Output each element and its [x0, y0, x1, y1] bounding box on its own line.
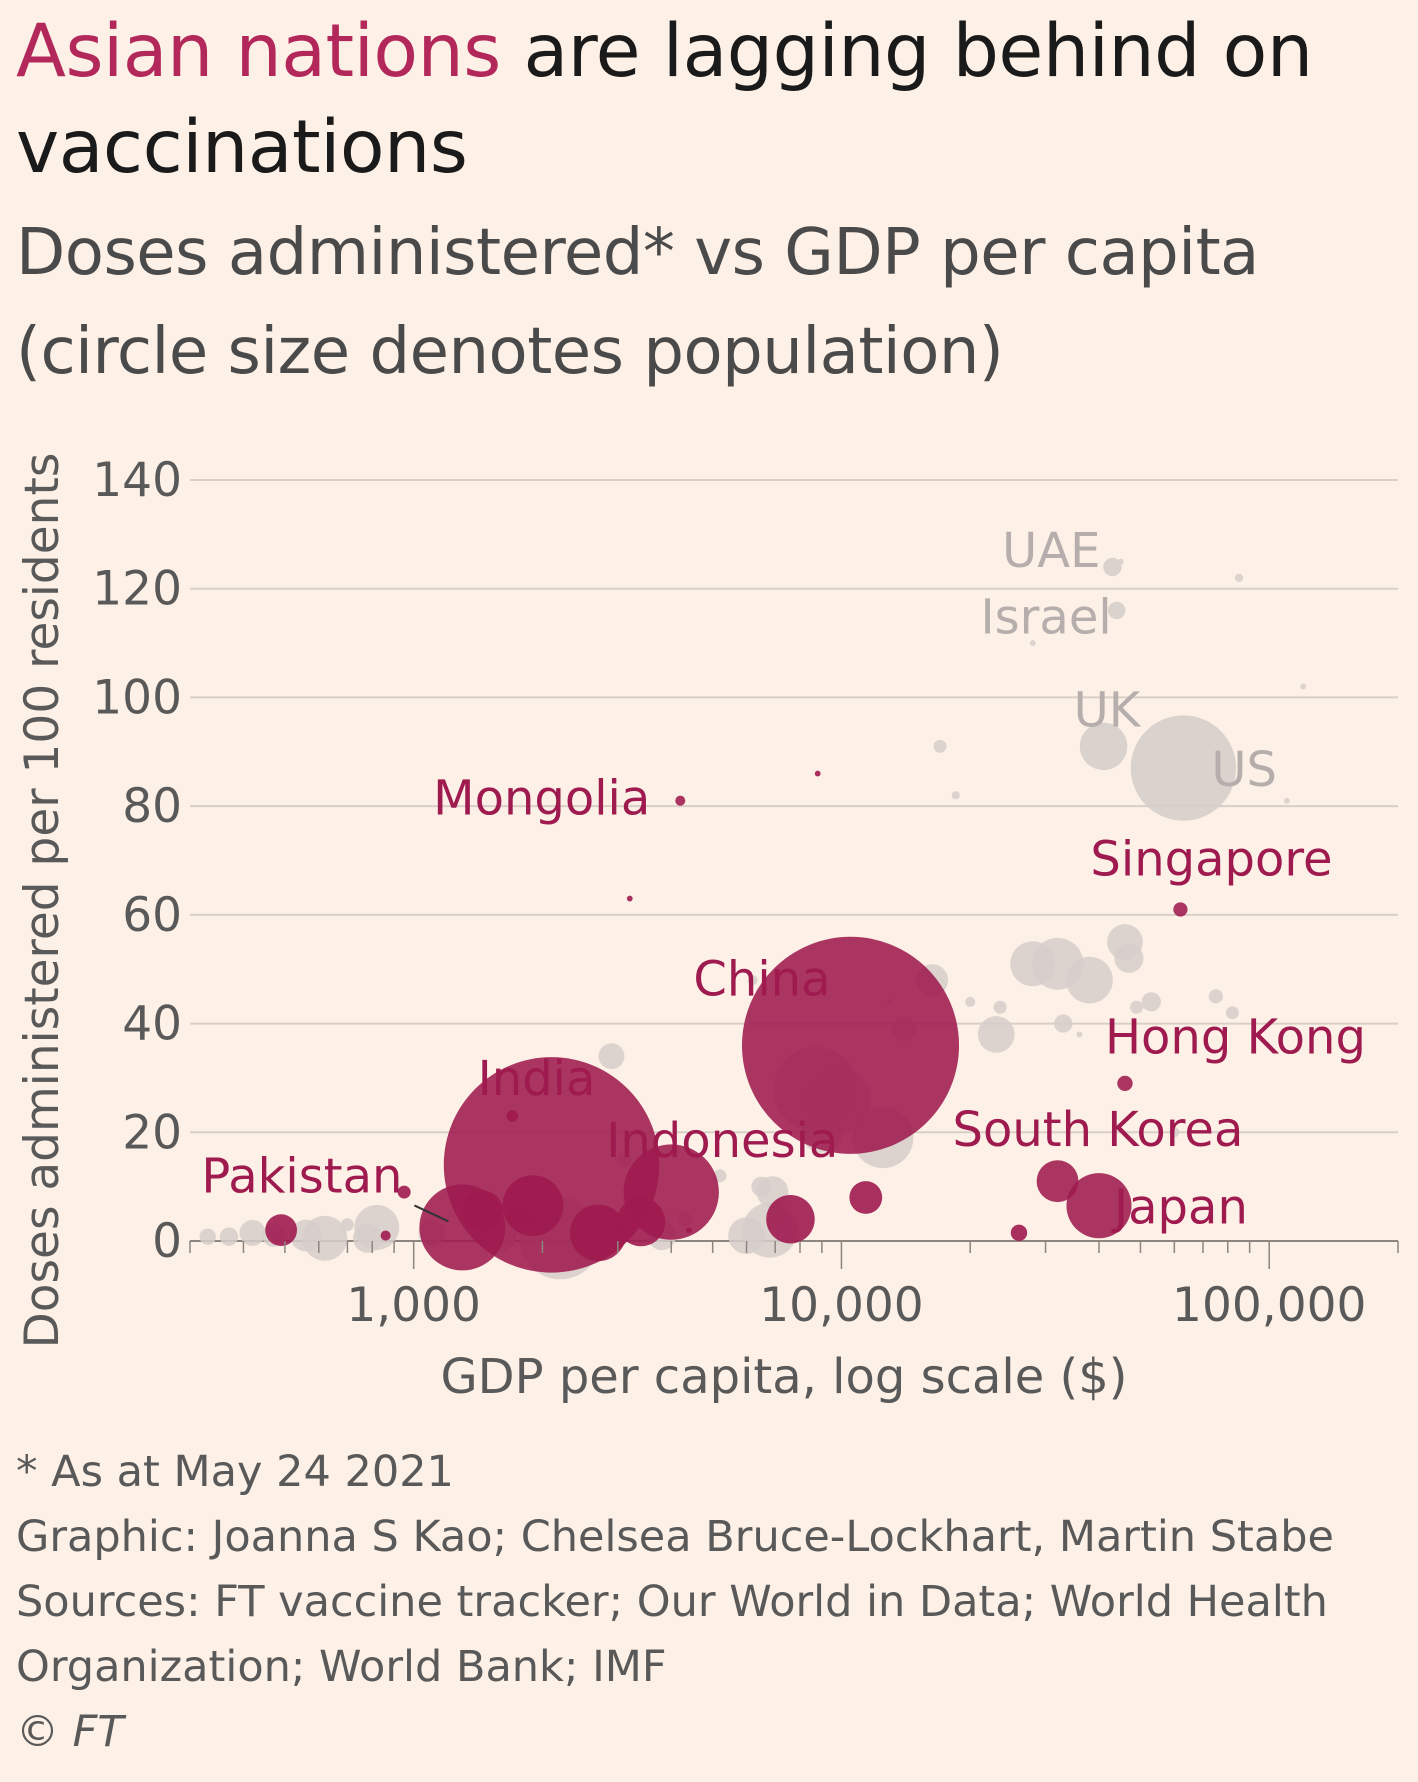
chart-title: Asian nations are lagging behind on vacc…	[16, 4, 1406, 196]
data-point-other	[1169, 1127, 1180, 1138]
y-tick-label: 100	[92, 670, 182, 725]
pakistan-leader-line	[413, 1204, 449, 1223]
data-point-us	[1130, 715, 1237, 821]
data-point-asia	[626, 895, 633, 902]
data-point-mongolia	[675, 795, 686, 806]
label-singapore: Singapore	[1090, 831, 1332, 887]
x-axis-title: GDP per capita, log scale ($)	[440, 1349, 1127, 1405]
data-point-pakistan	[419, 1184, 506, 1271]
data-point-asia	[1010, 1224, 1028, 1242]
label-uae: UAE	[1002, 523, 1100, 579]
data-point-other	[1076, 1031, 1083, 1038]
y-axis-title: Doses administered per 100 residents	[15, 453, 70, 1349]
label-us: US	[1211, 742, 1277, 798]
title-rest: are lagging behind on vaccinations	[16, 9, 1313, 190]
data-point-indonesia	[623, 1144, 719, 1240]
footnote: * As at May 24 2021	[16, 1447, 454, 1497]
axes: 0 20 40 60 80 100 120 140 1,000 10,000 100,000 GDP …	[15, 453, 1399, 1405]
data-point-other	[993, 1000, 1007, 1014]
data-point-singapore	[1173, 902, 1188, 917]
data-point-other	[199, 1228, 216, 1245]
data-point-other	[1234, 573, 1244, 582]
data-point-other	[340, 1218, 354, 1232]
graphic-credit: Graphic: Joanna S Kao; Chelsea Bruce-Loc…	[16, 1512, 1334, 1562]
data-point-asia	[849, 1181, 883, 1214]
subtitle-line-2: (circle size denotes population)	[16, 315, 1004, 389]
label-indonesia: Indonesia	[606, 1113, 838, 1169]
y-tick-label: 60	[122, 888, 182, 943]
copyright: © FT	[16, 1707, 124, 1757]
data-point-other	[1141, 992, 1161, 1012]
sources-line-2: Organization; World Bank; IMF	[16, 1642, 667, 1692]
data-point-china	[742, 936, 960, 1154]
data-point-south-korea	[1036, 1160, 1079, 1203]
data-point-other	[239, 1219, 266, 1246]
data-point-other	[951, 791, 960, 800]
data-point-other	[1054, 1014, 1073, 1033]
y-tick-label: 80	[122, 779, 182, 834]
data-point-other	[1114, 943, 1144, 973]
y-tick-label: 20	[122, 1105, 182, 1160]
label-india: India	[478, 1051, 596, 1107]
data-point-other	[1225, 1006, 1239, 1020]
x-tick-label: 100,000	[1172, 1278, 1366, 1333]
asian-country-points	[265, 770, 1188, 1273]
title-highlight: Asian nations	[16, 9, 501, 94]
x-tick-label: 1,000	[346, 1278, 481, 1333]
data-point-other	[933, 739, 947, 753]
y-tick-label: 0	[152, 1214, 182, 1269]
data-point-japan	[1066, 1173, 1132, 1239]
data-point-asia	[397, 1185, 411, 1199]
label-uk: UK	[1074, 682, 1142, 738]
data-point-uae	[1103, 557, 1122, 577]
data-point-uk	[1079, 722, 1128, 771]
data-point-other	[354, 1204, 400, 1250]
data-point-asia	[265, 1214, 298, 1247]
data-point-other	[1130, 1000, 1144, 1014]
data-point-other	[1284, 797, 1290, 804]
y-tick-label: 40	[122, 997, 182, 1052]
data-point-other	[1029, 640, 1036, 646]
data-point-other	[219, 1227, 239, 1246]
data-point-hong-kong	[1117, 1075, 1133, 1092]
sources-line-1: Sources: FT vaccine tracker; Our World i…	[16, 1577, 1328, 1627]
data-point-israel	[1108, 601, 1126, 620]
data-point-asia	[380, 1230, 391, 1241]
label-hong-kong: Hong Kong	[1105, 1009, 1366, 1065]
data-point-other	[302, 1215, 348, 1261]
label-pakistan: Pakistan	[201, 1148, 402, 1204]
data-point-other	[965, 996, 976, 1007]
label-south-korea: South Korea	[953, 1102, 1244, 1158]
y-tick-label: 120	[92, 562, 182, 617]
label-mongolia: Mongolia	[433, 771, 650, 827]
data-point-other	[1300, 683, 1306, 690]
data-point-other	[747, 975, 758, 986]
data-point-other	[1066, 956, 1113, 1004]
data-point-asia	[814, 770, 821, 777]
label-china: China	[693, 951, 830, 1007]
data-point-other	[598, 1043, 625, 1070]
chart-subtitle: Doses administered* vs GDP per capita (c…	[16, 204, 1406, 402]
data-point-other	[977, 1016, 1015, 1053]
subtitle-line-1: Doses administered* vs GDP per capita	[16, 216, 1259, 290]
label-israel: Israel	[981, 589, 1112, 645]
x-tick-label: 10,000	[759, 1278, 923, 1333]
data-point-asia	[766, 1194, 815, 1244]
label-japan: Japan	[1111, 1180, 1248, 1236]
chart-footer: * As at May 24 2021 Graphic: Joanna S Ka…	[16, 1440, 1406, 1765]
y-tick-label: 140	[92, 453, 182, 508]
data-point-other	[1208, 989, 1223, 1004]
